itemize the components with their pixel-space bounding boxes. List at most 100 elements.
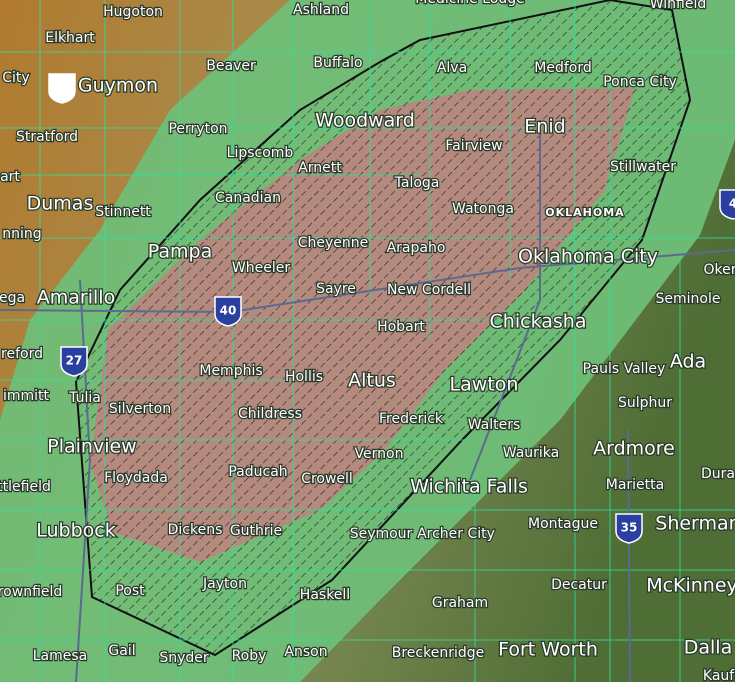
place-label: Dalla bbox=[684, 637, 732, 659]
place-label: Breckenridge bbox=[392, 645, 485, 661]
place-label: Alva bbox=[437, 60, 467, 76]
place-label: Sherman bbox=[655, 513, 735, 535]
place-label: Canadian bbox=[215, 190, 281, 206]
shield-number: 27 bbox=[66, 354, 83, 368]
place-label: immitt bbox=[3, 388, 50, 404]
place-label: Pauls Valley bbox=[583, 361, 666, 377]
place-label: Dumas bbox=[27, 193, 94, 215]
place-label: Ada bbox=[670, 351, 706, 373]
place-label: Ardmore bbox=[593, 438, 675, 460]
place-label: Walters bbox=[468, 417, 521, 433]
place-label: Anson bbox=[284, 644, 327, 660]
place-label: Hollis bbox=[285, 369, 323, 385]
place-label: Arnett bbox=[298, 160, 342, 176]
place-label: Watonga bbox=[452, 201, 514, 217]
place-label: Winfield bbox=[650, 0, 707, 12]
place-label: Amarillo bbox=[37, 287, 115, 309]
highway-shield: 64 bbox=[48, 73, 76, 104]
place-label: Fort Worth bbox=[498, 639, 598, 661]
place-label: Arapaho bbox=[387, 240, 446, 256]
place-label: Beaver bbox=[206, 58, 256, 74]
place-label: art bbox=[0, 169, 20, 185]
place-label: Post bbox=[115, 583, 145, 599]
highway-shield: 27 bbox=[60, 346, 88, 377]
place-label: Taloga bbox=[394, 175, 440, 191]
place-label: Oklahoma City bbox=[518, 246, 658, 268]
place-label: Montague bbox=[528, 516, 598, 532]
place-label: Seminole bbox=[656, 291, 721, 307]
place-label: Wheeler bbox=[232, 260, 290, 276]
place-label: ttlefield bbox=[0, 479, 51, 495]
place-label: Waurika bbox=[503, 445, 560, 461]
place-label: Elkhart bbox=[45, 30, 95, 46]
place-label: Vernon bbox=[355, 446, 404, 462]
shield-number: 4 bbox=[729, 197, 735, 211]
place-label: Stinnett bbox=[95, 204, 151, 220]
place-label: Haskell bbox=[300, 587, 350, 603]
shield-number: 35 bbox=[621, 521, 638, 535]
place-label: Stillwater bbox=[610, 159, 676, 175]
place-label: Ponca City bbox=[603, 74, 677, 90]
place-label: Dickens bbox=[168, 522, 223, 538]
place-label: Childress bbox=[238, 406, 302, 422]
place-label: Enid bbox=[524, 116, 565, 138]
place-label: Gail bbox=[108, 643, 135, 659]
place-label: OKLAHOMA bbox=[545, 206, 624, 219]
place-label: McKinney bbox=[646, 575, 735, 597]
highway-shield: 35 bbox=[615, 513, 643, 544]
place-label: nning bbox=[2, 226, 41, 242]
highways bbox=[0, 120, 735, 682]
place-label: Ashland bbox=[293, 2, 349, 18]
place-label: Seymour bbox=[350, 526, 413, 542]
shield-number: 64 bbox=[54, 81, 71, 95]
place-label: Chickasha bbox=[490, 311, 587, 333]
shield-body bbox=[615, 513, 643, 544]
shield-number: 40 bbox=[220, 304, 237, 318]
place-label: Perryton bbox=[168, 121, 227, 137]
shield-body bbox=[719, 189, 735, 220]
place-label: Sayre bbox=[316, 281, 356, 297]
place-label: Roby bbox=[232, 648, 267, 664]
place-label: Oker bbox=[704, 262, 735, 278]
place-label: Guthrie bbox=[230, 523, 282, 539]
highway-shield: 40 bbox=[214, 296, 242, 327]
shield-body bbox=[60, 346, 88, 377]
highway-shield: 4 bbox=[719, 189, 735, 220]
place-label: Kaufn bbox=[703, 668, 735, 682]
place-label: New Cordell bbox=[387, 282, 471, 298]
place-label: Sulphur bbox=[618, 395, 672, 411]
place-label: City bbox=[2, 70, 29, 86]
place-label: reford bbox=[1, 346, 43, 362]
place-label: Tulia bbox=[68, 390, 101, 406]
place-label: rownfield bbox=[0, 584, 62, 600]
place-label: Altus bbox=[348, 370, 396, 392]
place-label: Decatur bbox=[551, 577, 607, 593]
place-label: Hugoton bbox=[103, 4, 163, 20]
place-label: Snyder bbox=[159, 650, 209, 666]
place-label: Lamesa bbox=[33, 648, 88, 664]
place-label: Woodward bbox=[315, 110, 415, 132]
place-label: Silverton bbox=[109, 401, 171, 417]
place-label: Cheyenne bbox=[298, 235, 369, 251]
place-label: Hobart bbox=[377, 319, 425, 335]
place-label: Frederick bbox=[379, 411, 444, 427]
place-label: Plainview bbox=[47, 436, 136, 458]
place-label: Crowell bbox=[301, 471, 353, 487]
place-label: Wichita Falls bbox=[410, 476, 528, 498]
place-label: Lawton bbox=[450, 374, 519, 396]
place-label: Jayton bbox=[202, 576, 247, 592]
place-label: Paducah bbox=[228, 464, 287, 480]
place-label: Floydada bbox=[104, 470, 168, 486]
place-label: Pampa bbox=[148, 241, 212, 263]
place-label: Guymon bbox=[78, 75, 158, 97]
place-label: Graham bbox=[432, 595, 488, 611]
place-label: Archer City bbox=[417, 526, 495, 542]
place-label: Medford bbox=[534, 60, 591, 76]
place-label: Stratford bbox=[16, 129, 78, 145]
place-label: Buffalo bbox=[313, 55, 362, 71]
place-label: Lipscomb bbox=[227, 145, 294, 161]
shield-body bbox=[48, 73, 76, 104]
place-label: Medicine Lodge bbox=[415, 0, 525, 7]
